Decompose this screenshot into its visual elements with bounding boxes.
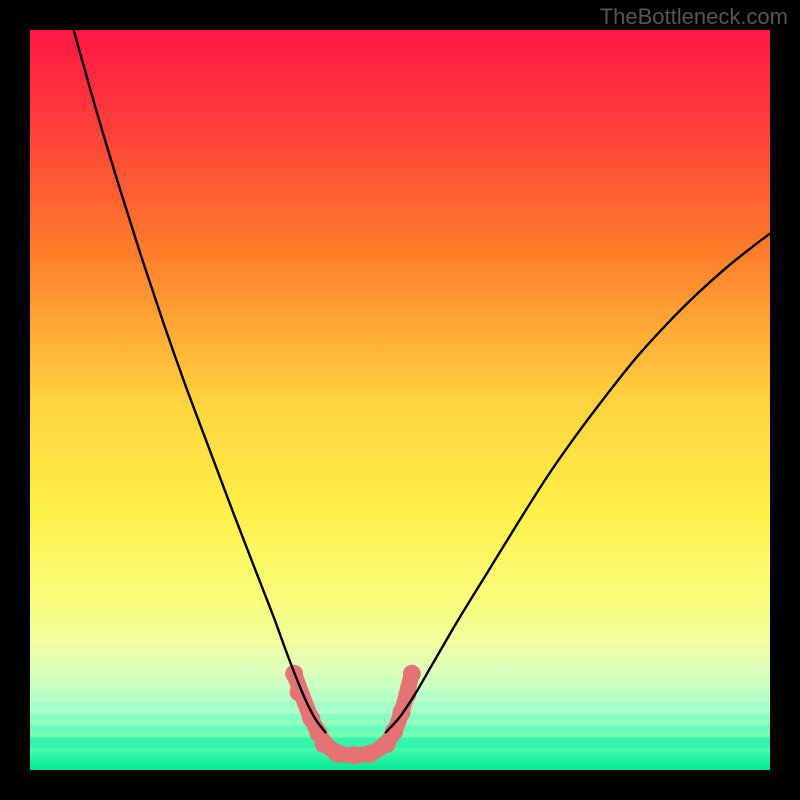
chart-frame: TheBottleneck.com [0, 0, 800, 800]
watermark-text: TheBottleneck.com [600, 4, 788, 30]
bottleneck-chart [0, 0, 800, 800]
plot-background [30, 30, 770, 770]
